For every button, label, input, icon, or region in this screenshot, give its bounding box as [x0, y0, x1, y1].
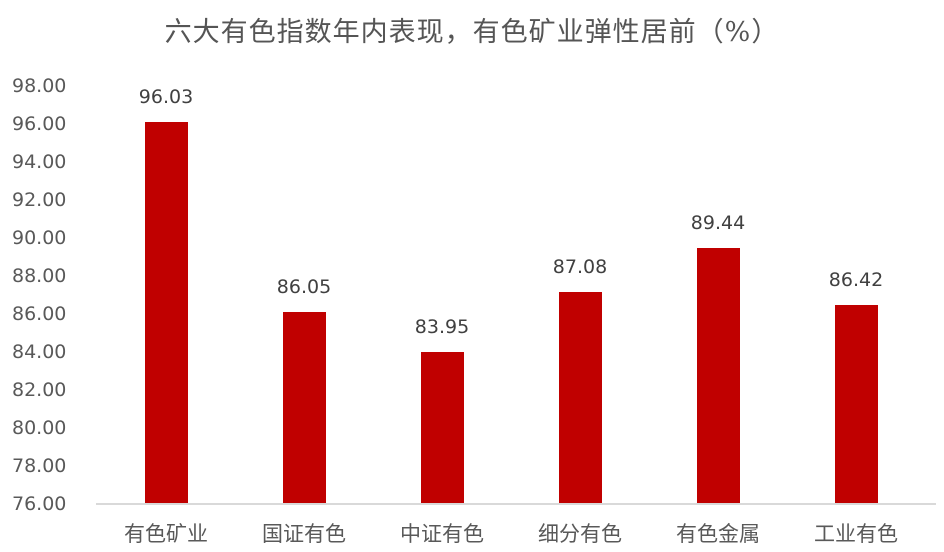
- bar: [282, 312, 326, 503]
- bar: [696, 247, 740, 503]
- x-axis-line: [96, 503, 936, 505]
- y-tick: 86.00: [12, 303, 67, 325]
- y-tick: 96.00: [12, 113, 67, 135]
- x-label: 国证有色: [262, 522, 346, 546]
- x-label: 细分有色: [538, 522, 622, 546]
- y-tick: 78.00: [12, 455, 67, 477]
- x-label: 工业有色: [814, 522, 898, 546]
- bar: [420, 351, 464, 503]
- y-tick: 90.00: [12, 227, 67, 249]
- data-label: 83.95: [414, 315, 470, 338]
- y-tick: 80.00: [12, 417, 67, 439]
- x-label: 中证有色: [400, 522, 484, 546]
- bar: [558, 292, 602, 503]
- data-label: 86.05: [276, 276, 332, 299]
- x-label: 有色矿业: [124, 522, 208, 546]
- y-tick: 84.00: [12, 341, 67, 363]
- bar: [834, 305, 878, 503]
- data-label: 87.08: [552, 256, 608, 279]
- data-label: 86.42: [828, 269, 884, 292]
- y-tick: 94.00: [12, 151, 67, 173]
- y-tick: 92.00: [12, 189, 67, 211]
- y-tick: 82.00: [12, 379, 67, 401]
- data-label: 96.03: [138, 86, 194, 109]
- chart-title: 六大有色指数年内表现，有色矿业弹性居前（%）: [164, 17, 780, 48]
- bar: [144, 122, 188, 503]
- y-tick: 76.00: [12, 493, 67, 515]
- y-tick: 98.00: [12, 75, 67, 97]
- y-tick: 88.00: [12, 265, 67, 287]
- x-label: 有色金属: [676, 522, 760, 546]
- data-label: 89.44: [690, 211, 746, 234]
